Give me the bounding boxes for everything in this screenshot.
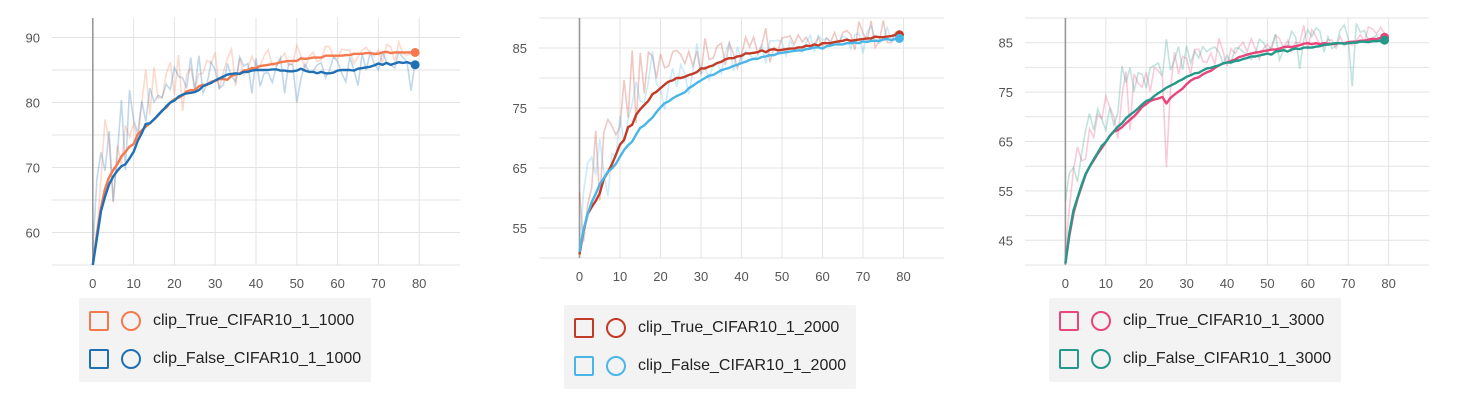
raw-series-line	[578, 24, 900, 254]
x-tick-label: 60	[1301, 276, 1315, 291]
y-tick-label: 60	[26, 226, 40, 241]
x-tick-label: 10	[1099, 276, 1113, 291]
chart-2-legend: clip_True_CIFAR10_1_2000 clip_False_CIFA…	[564, 305, 857, 389]
x-tick-label: 10	[613, 269, 627, 284]
legend-square-swatch[interactable]	[89, 311, 109, 331]
legend-circle-swatch[interactable]	[606, 318, 626, 338]
legend-circle-swatch[interactable]	[121, 311, 141, 331]
x-tick-label: 0	[576, 269, 583, 284]
legend-square-swatch[interactable]	[574, 356, 594, 376]
legend-label: clip_False_CIFAR10_1_2000	[638, 357, 847, 374]
smoothed-series-line	[91, 50, 416, 266]
y-tick-label: 65	[513, 161, 527, 176]
x-tick-label: 80	[896, 269, 910, 284]
x-tick-label: 30	[694, 269, 708, 284]
smoothed-series-line	[578, 37, 900, 253]
legend-circle-swatch[interactable]	[1091, 311, 1111, 331]
raw-series-line	[92, 39, 416, 263]
x-tick-label: 70	[856, 269, 870, 284]
x-tick-label: 40	[734, 269, 748, 284]
x-tick-label: 50	[1260, 276, 1274, 291]
x-tick-label: 30	[1179, 276, 1193, 291]
smoothed-series-line	[1064, 36, 1385, 264]
chart-1-legend: clip_True_CIFAR10_1_1000 clip_False_CIFA…	[79, 298, 372, 382]
y-tick-label: 55	[513, 221, 527, 236]
y-tick-label: 55	[999, 184, 1013, 199]
y-tick-label: 75	[999, 85, 1013, 100]
x-tick-label: 70	[371, 276, 385, 291]
x-tick-label: 40	[1220, 276, 1234, 291]
legend-row[interactable]: clip_True_CIFAR10_1_2000	[574, 309, 846, 347]
chart-panel-2: 0 10 20 30 40 50 60 70 80 55 65 75 85 clip_True_CIFA…	[484, 0, 954, 400]
x-tick-label: 20	[167, 276, 181, 291]
x-tick-label: 20	[653, 269, 667, 284]
legend-label: clip_True_CIFAR10_1_3000	[1123, 312, 1325, 329]
legend-label: clip_True_CIFAR10_1_1000	[153, 312, 355, 329]
legend-label: clip_False_CIFAR10_1_1000	[153, 350, 362, 367]
x-tick-label: 80	[412, 276, 426, 291]
smoothed-series-line	[578, 33, 900, 255]
x-tick-label: 80	[1381, 276, 1395, 291]
chart-3-svg: 0 10 20 30 40 50 60 70 80 45 55 65 75 85	[999, 17, 1429, 291]
y-tick-label: 90	[26, 31, 40, 46]
y-tick-label: 85	[513, 41, 527, 56]
legend-square-swatch[interactable]	[1059, 311, 1079, 331]
x-tick-label: 0	[89, 276, 96, 291]
y-tick-label: 80	[26, 96, 40, 111]
legend-circle-swatch[interactable]	[606, 356, 626, 376]
x-tick-label: 0	[1062, 276, 1069, 291]
x-tick-label: 50	[290, 276, 304, 291]
chart-panel-1: 0 10 20 30 40 50 60 70 80 60 70 80 90 clip_True_CIFA…	[0, 0, 470, 400]
chart-panel-3: 0 10 20 30 40 50 60 70 80 45 55 65 75 85 clip_True_CI…	[969, 0, 1439, 400]
series-marker-dot	[1380, 35, 1390, 45]
chart-2-svg: 0 10 20 30 40 50 60 70 80 55 65 75 85	[513, 17, 944, 284]
x-tick-label: 10	[126, 276, 140, 291]
legend-label: clip_False_CIFAR10_1_3000	[1123, 350, 1332, 367]
y-tick-label: 85	[999, 36, 1013, 51]
legend-row[interactable]: clip_True_CIFAR10_1_1000	[89, 302, 361, 340]
y-tick-label: 45	[999, 233, 1013, 248]
chart-3-legend: clip_True_CIFAR10_1_3000 clip_False_CIFA…	[1049, 298, 1342, 382]
legend-row[interactable]: clip_False_CIFAR10_1_1000	[89, 340, 361, 378]
x-tick-label: 70	[1341, 276, 1355, 291]
smoothed-series-line	[91, 61, 416, 266]
legend-label: clip_True_CIFAR10_1_2000	[638, 319, 840, 336]
series-marker-dot	[894, 33, 904, 43]
raw-series-line	[1064, 23, 1385, 201]
x-tick-label: 60	[330, 276, 344, 291]
x-tick-label: 20	[1139, 276, 1153, 291]
legend-square-swatch[interactable]	[1059, 349, 1079, 369]
legend-row[interactable]: clip_True_CIFAR10_1_3000	[1059, 302, 1331, 340]
legend-square-swatch[interactable]	[89, 349, 109, 369]
y-tick-label: 75	[513, 101, 527, 116]
legend-square-swatch[interactable]	[574, 318, 594, 338]
y-tick-label: 70	[26, 161, 40, 176]
x-tick-label: 60	[815, 269, 829, 284]
y-tick-label: 65	[999, 135, 1013, 150]
legend-circle-swatch[interactable]	[121, 349, 141, 369]
legend-circle-swatch[interactable]	[1091, 349, 1111, 369]
x-tick-label: 50	[775, 269, 789, 284]
chart-1-svg: 0 10 20 30 40 50 60 70 80 60 70 80 90	[26, 18, 460, 291]
raw-series-line	[578, 20, 900, 242]
legend-row[interactable]: clip_False_CIFAR10_1_3000	[1059, 340, 1331, 378]
smoothed-series-line	[1064, 39, 1385, 264]
series-marker-dot	[410, 47, 420, 57]
x-tick-label: 30	[208, 276, 222, 291]
raw-series-line	[1064, 25, 1386, 252]
raw-series-line	[92, 49, 416, 251]
series-marker-dot	[410, 60, 420, 70]
legend-row[interactable]: clip_False_CIFAR10_1_2000	[574, 347, 846, 385]
x-tick-label: 40	[249, 276, 263, 291]
